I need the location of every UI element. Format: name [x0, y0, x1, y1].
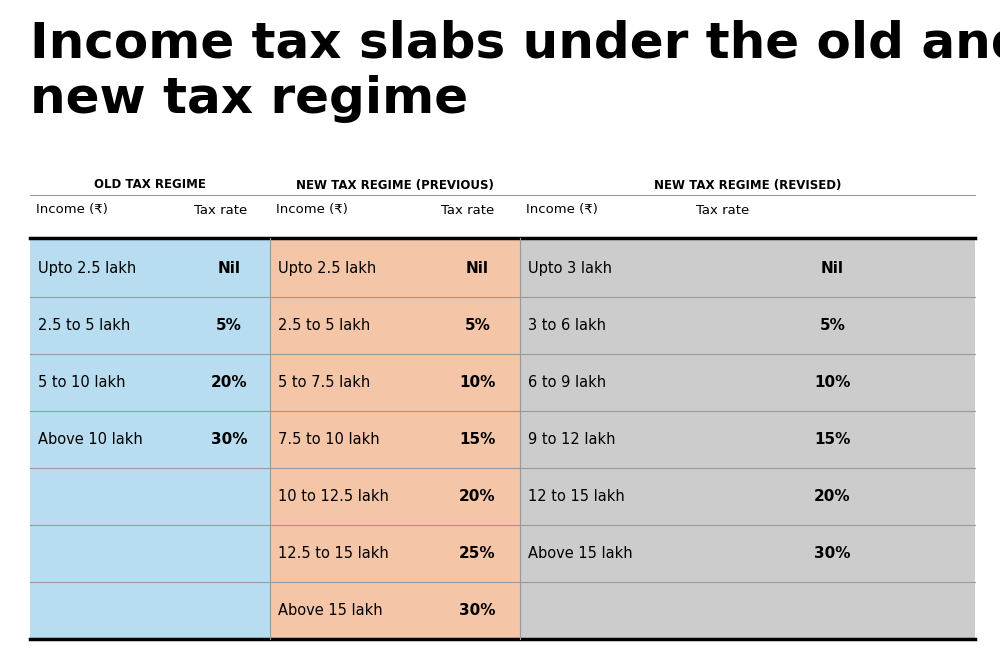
Bar — [520, 525, 690, 582]
Bar — [188, 297, 270, 354]
Text: Upto 2.5 lakh: Upto 2.5 lakh — [38, 261, 136, 276]
Text: 10%: 10% — [814, 375, 851, 390]
Text: 2.5 to 5 lakh: 2.5 to 5 lakh — [278, 318, 370, 333]
Bar — [270, 411, 435, 468]
Bar — [270, 354, 435, 411]
Bar — [188, 240, 270, 297]
Bar — [690, 240, 975, 297]
Bar — [30, 582, 188, 639]
Text: NEW TAX REGIME (PREVIOUS): NEW TAX REGIME (PREVIOUS) — [296, 178, 494, 192]
Text: Tax rate: Tax rate — [441, 203, 494, 217]
Text: 30%: 30% — [814, 546, 851, 561]
Bar — [520, 468, 690, 525]
Bar — [30, 354, 188, 411]
Bar — [520, 354, 690, 411]
Bar — [188, 582, 270, 639]
Text: Nil: Nil — [821, 261, 844, 276]
Text: Above 10 lakh: Above 10 lakh — [38, 432, 143, 447]
Text: 5%: 5% — [820, 318, 845, 333]
Text: 5 to 10 lakh: 5 to 10 lakh — [38, 375, 126, 390]
Bar — [690, 297, 975, 354]
Bar — [435, 468, 520, 525]
Text: 5 to 7.5 lakh: 5 to 7.5 lakh — [278, 375, 370, 390]
Text: 5%: 5% — [465, 318, 490, 333]
Text: Nil: Nil — [466, 261, 489, 276]
Text: Upto 2.5 lakh: Upto 2.5 lakh — [278, 261, 376, 276]
Bar — [188, 468, 270, 525]
Bar — [690, 525, 975, 582]
Bar — [270, 582, 435, 639]
Bar — [690, 468, 975, 525]
Text: Income tax slabs under the old and: Income tax slabs under the old and — [30, 20, 1000, 68]
Text: 5%: 5% — [216, 318, 242, 333]
Bar — [435, 582, 520, 639]
Text: Upto 3 lakh: Upto 3 lakh — [528, 261, 612, 276]
Text: 2.5 to 5 lakh: 2.5 to 5 lakh — [38, 318, 130, 333]
Bar — [188, 354, 270, 411]
Text: 10%: 10% — [459, 375, 496, 390]
Text: Income (₹): Income (₹) — [526, 203, 598, 217]
Bar — [270, 468, 435, 525]
Bar — [690, 411, 975, 468]
Bar — [435, 297, 520, 354]
Text: 7.5 to 10 lakh: 7.5 to 10 lakh — [278, 432, 380, 447]
Text: Tax rate: Tax rate — [696, 203, 749, 217]
Bar — [270, 240, 435, 297]
Text: 15%: 15% — [459, 432, 496, 447]
Bar — [30, 525, 188, 582]
Text: 20%: 20% — [814, 489, 851, 504]
Bar — [520, 411, 690, 468]
Text: 3 to 6 lakh: 3 to 6 lakh — [528, 318, 606, 333]
Bar — [188, 411, 270, 468]
Bar — [520, 297, 690, 354]
Text: 6 to 9 lakh: 6 to 9 lakh — [528, 375, 606, 390]
Bar — [30, 240, 188, 297]
Text: 15%: 15% — [814, 432, 851, 447]
Text: NEW TAX REGIME (REVISED): NEW TAX REGIME (REVISED) — [654, 178, 841, 192]
Text: 25%: 25% — [459, 546, 496, 561]
Text: Above 15 lakh: Above 15 lakh — [278, 603, 383, 618]
Bar — [30, 468, 188, 525]
Bar — [435, 525, 520, 582]
Bar — [188, 525, 270, 582]
Text: new tax regime: new tax regime — [30, 75, 468, 123]
Bar — [435, 240, 520, 297]
Text: 30%: 30% — [459, 603, 496, 618]
Text: 10 to 12.5 lakh: 10 to 12.5 lakh — [278, 489, 389, 504]
Text: 12 to 15 lakh: 12 to 15 lakh — [528, 489, 625, 504]
Bar — [520, 582, 690, 639]
Bar — [690, 582, 975, 639]
Bar — [270, 525, 435, 582]
Text: OLD TAX REGIME: OLD TAX REGIME — [94, 178, 206, 192]
Bar — [270, 297, 435, 354]
Bar — [435, 411, 520, 468]
Text: 30%: 30% — [211, 432, 247, 447]
Text: 9 to 12 lakh: 9 to 12 lakh — [528, 432, 616, 447]
Bar — [435, 354, 520, 411]
Text: 12.5 to 15 lakh: 12.5 to 15 lakh — [278, 546, 389, 561]
Text: Nil: Nil — [218, 261, 240, 276]
Bar — [30, 297, 188, 354]
Bar — [520, 240, 690, 297]
Text: Income (₹): Income (₹) — [276, 203, 348, 217]
Text: 20%: 20% — [211, 375, 247, 390]
Text: Above 15 lakh: Above 15 lakh — [528, 546, 633, 561]
Text: Tax rate: Tax rate — [194, 203, 247, 217]
Text: 20%: 20% — [459, 489, 496, 504]
Bar — [30, 411, 188, 468]
Bar — [690, 354, 975, 411]
Text: Income (₹): Income (₹) — [36, 203, 108, 217]
